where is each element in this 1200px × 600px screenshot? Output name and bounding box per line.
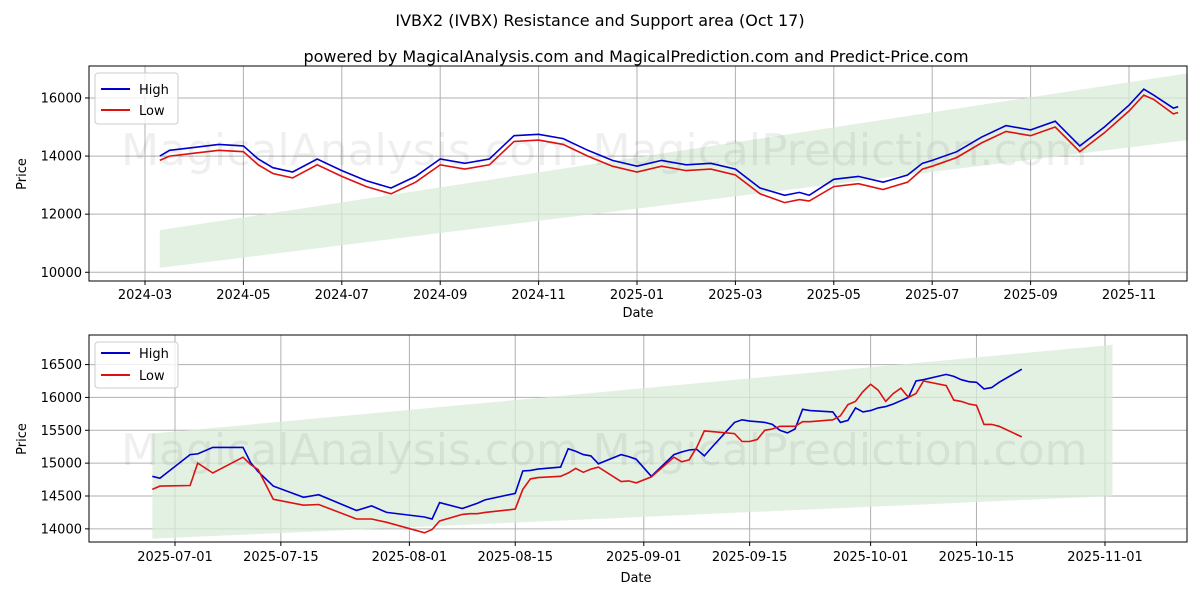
bottom-x-tick-label: 2025-08-15 bbox=[477, 550, 553, 565]
top-series-low bbox=[159, 94, 1179, 204]
top-x-tick-label: 2025-03 bbox=[708, 288, 762, 303]
top-chart: MagicalAnalysis.com MagicalPrediction.com… bbox=[15, 65, 1189, 321]
bottom-x-tick-label: 2025-07-15 bbox=[243, 550, 319, 565]
top-x-tick-label: 2024-07 bbox=[315, 288, 369, 303]
top-y-tick-label: 12000 bbox=[41, 208, 82, 223]
bottom-x-tick-label: 2025-07-01 bbox=[137, 550, 213, 565]
bottom-plot-frame bbox=[88, 334, 1188, 543]
top-support-band bbox=[159, 73, 1189, 268]
top-series-high bbox=[159, 88, 1179, 197]
bottom-series-low bbox=[151, 380, 1023, 534]
bottom-watermark-2: MagicalPrediction.com bbox=[593, 425, 1088, 476]
bottom-chart: MagicalAnalysis.com MagicalPrediction.com… bbox=[15, 334, 1188, 586]
bottom-y-tick-label: 14000 bbox=[41, 522, 82, 537]
top-x-tick-label: 2025-09 bbox=[1003, 288, 1057, 303]
top-x-tick-label: 2025-01 bbox=[610, 288, 664, 303]
bottom-x-tick-label: 2025-09-01 bbox=[606, 550, 682, 565]
bottom-watermark-1: MagicalAnalysis.com bbox=[121, 425, 579, 476]
top-y-tick-label: 14000 bbox=[41, 150, 82, 165]
bottom-x-tick-label: 2025-09-15 bbox=[712, 550, 788, 565]
top-legend-low-label: Low bbox=[139, 104, 165, 119]
top-x-tick-label: 2025-05 bbox=[807, 288, 861, 303]
bottom-y-tick-label: 15000 bbox=[41, 457, 82, 472]
bottom-y-tick-label: 16500 bbox=[41, 358, 82, 373]
top-y-tick-label: 16000 bbox=[41, 91, 82, 106]
bottom-x-tick-label: 2025-10-01 bbox=[833, 550, 909, 565]
top-y-tick-label: 10000 bbox=[41, 266, 82, 281]
bottom-x-tick-label: 2025-11-01 bbox=[1067, 550, 1143, 565]
bottom-y-tick-label: 15500 bbox=[41, 424, 82, 439]
top-x-axis-label: Date bbox=[622, 306, 653, 321]
top-x-tick-label: 2024-05 bbox=[216, 288, 270, 303]
bottom-x-axis-label: Date bbox=[620, 571, 651, 586]
top-x-tick-label: 2024-03 bbox=[118, 288, 172, 303]
top-legend-high-label: High bbox=[139, 83, 169, 98]
top-x-tick-label: 2025-11 bbox=[1102, 288, 1156, 303]
top-legend-box bbox=[94, 72, 179, 125]
chart-title: IVBX2 (IVBX) Resistance and Support area… bbox=[395, 11, 804, 30]
top-x-tick-label: 2024-11 bbox=[511, 288, 565, 303]
top-plot-frame bbox=[88, 65, 1188, 282]
bottom-y-axis-label: Price bbox=[15, 423, 30, 455]
bottom-support-band bbox=[152, 344, 1113, 539]
bottom-legend-high-label: High bbox=[139, 347, 169, 362]
top-watermark-2: MagicalPrediction.com bbox=[593, 125, 1088, 176]
bottom-legend: High Low bbox=[94, 341, 179, 389]
bottom-x-tick-label: 2025-10-15 bbox=[939, 550, 1015, 565]
bottom-y-tick-label: 14500 bbox=[41, 490, 82, 505]
bottom-series-high bbox=[152, 368, 1023, 520]
top-x-tick-label: 2024-09 bbox=[413, 288, 467, 303]
top-legend: High Low bbox=[94, 72, 179, 125]
bottom-y-tick-label: 16000 bbox=[41, 391, 82, 406]
bottom-legend-low-label: Low bbox=[139, 369, 165, 384]
bottom-x-tick-label: 2025-08-01 bbox=[372, 550, 448, 565]
chart-subtitle: powered by MagicalAnalysis.com and Magic… bbox=[303, 47, 968, 66]
top-y-axis-label: Price bbox=[15, 158, 30, 190]
top-watermark-1: MagicalAnalysis.com bbox=[121, 125, 579, 176]
top-x-tick-label: 2025-07 bbox=[905, 288, 959, 303]
